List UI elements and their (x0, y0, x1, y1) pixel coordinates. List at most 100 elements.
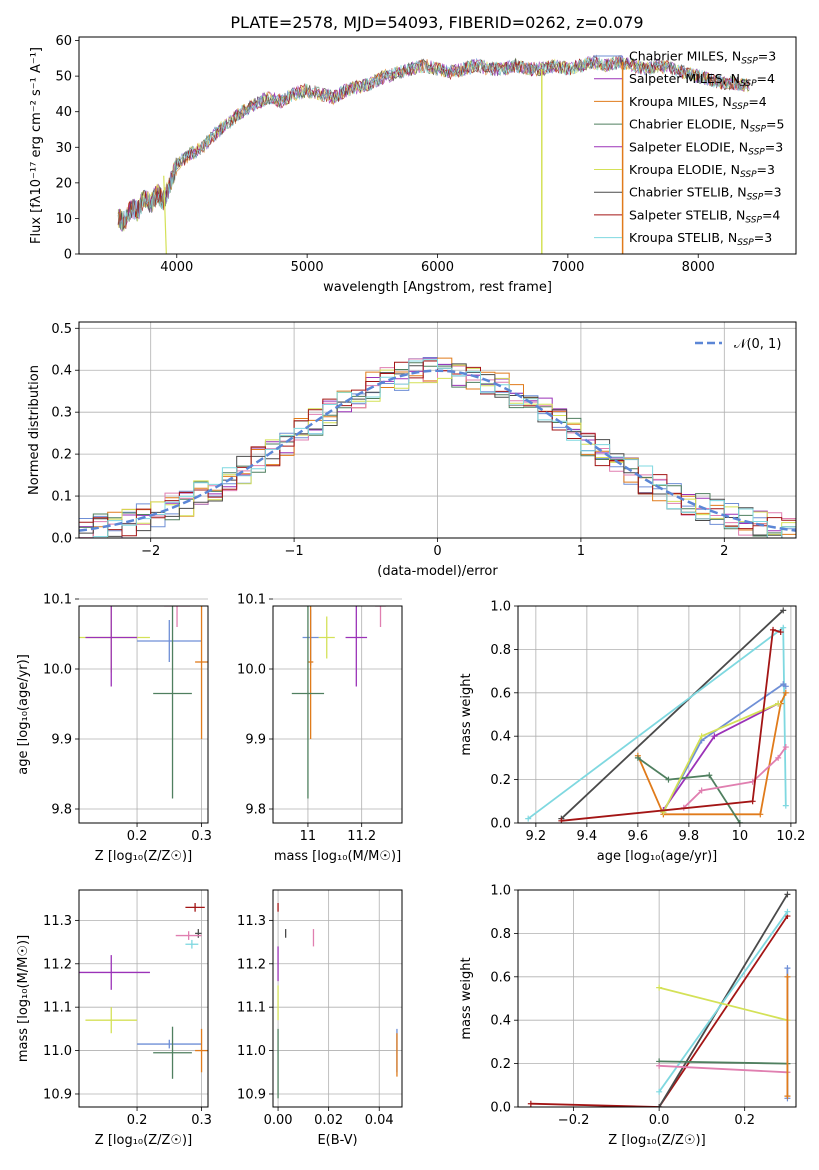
mass_weight_vs_Z-ytick-label: 0.0 (490, 1101, 511, 1116)
mass_weight_vs_age-marker-6-1 (698, 733, 705, 740)
residuals-xtick-label: 2 (720, 544, 728, 559)
mass_weight_vs_age-marker-4-4 (782, 689, 789, 696)
age_vs_Z-frame (78, 605, 209, 824)
residuals-ytick-label: 0.2 (51, 448, 72, 463)
mass_weight_vs_age-series-5 (637, 757, 741, 823)
residuals-xtick-label: 1 (577, 544, 585, 559)
mass_weight_vs_age-marker-7-4 (782, 744, 789, 751)
mass_vs_Z-xtick-label: 0.3 (191, 1113, 212, 1128)
mass_weight_vs_Z-xlabel: Z [log₁₀(Z/Z☉)] (608, 1133, 705, 1148)
mass_vs_Z-ytick-label: 11.3 (43, 914, 72, 929)
spectrum-line-8 (117, 55, 750, 231)
mass_weight_vs_Z-series-3 (658, 986, 788, 1022)
mass_weight_vs_age-xtick-label: 9.6 (628, 829, 649, 844)
mass_weight_vs_age-marker-1-0 (525, 815, 532, 822)
mass_weight_vs_age-frame (517, 605, 797, 824)
legend-label-3: Chabrier ELODIE, NSSP=5 (629, 117, 784, 135)
legend-label-2: Kroupa MILES, NSSP=4 (629, 94, 767, 112)
mass_weight_vs_Z-marker-2-1 (784, 908, 791, 915)
mass_weight_vs_Z-ytick-label: 0.8 (490, 927, 511, 942)
age_vs_Z-xlabel: Z [log₁₀(Z/Z☉)] (95, 849, 192, 864)
spectrum-xtick-label: 8000 (682, 260, 715, 275)
mass_weight_vs_age-plot-area (525, 607, 789, 823)
mass_weight_vs_age-series-0 (560, 609, 784, 820)
mass_vs_Z-ytick-label: 10.9 (43, 1087, 72, 1102)
mass_weight_vs_age-series-8 (561, 628, 781, 822)
mass_weight_vs_age-ytick-label: 1.0 (490, 600, 511, 615)
age_vs_Z-xtick-label: 0.2 (127, 829, 148, 844)
mass_vs_EBV-xtick-label: 0.02 (314, 1113, 343, 1128)
mass_weight_vs_Z-marker-0-0 (527, 1100, 534, 1107)
mass_vs_Z-ytick-label: 11.0 (43, 1044, 72, 1059)
mass_vs_Z-ytick-label: 11.2 (43, 957, 72, 972)
mass_vs_EBV-ytick-label: 10.9 (237, 1087, 266, 1102)
mass_weight_vs_age-marker-7-1 (698, 787, 705, 794)
mass_weight_vs_Z-axes: −0.2 0.0 0.2 0.0 0.2 0.4 0.6 0.8 1.0 Z [log₁₀(Z/Z… (459, 884, 797, 1148)
mass_weight_vs_age-ytick-label: 0.8 (490, 643, 511, 658)
mass_weight_vs_age-series-2 (662, 682, 787, 813)
mass_vs_Z-ytick-label: 11.1 (43, 1001, 72, 1016)
spectrum-ytick-label: 40 (55, 105, 72, 120)
age_vs_mass-axes: 11 11.2 9.8 9.9 10.0 10.1 mass [log₁₀(M/M☉)] (237, 593, 403, 864)
age_vs_mass-plot-area (291, 606, 386, 799)
mass_vs_EBV-axes: 0.00 0.02 0.04 10.9 11.0 11.1 11.2 11.3 E(B-V) (237, 889, 403, 1148)
mass_weight_vs_age-marker-8-2 (770, 626, 777, 633)
mass_weight_vs_age-xtick-label: 9.2 (526, 829, 547, 844)
age_vs_mass-xtick-label: 11 (300, 829, 317, 844)
spectrum-ytick-label: 30 (55, 141, 72, 156)
mass_weight_vs_Z-ytick-label: 0.4 (490, 1014, 511, 1029)
residuals-ytick-label: 0.1 (51, 490, 72, 505)
mass_vs_Z-xtick-label: 0.2 (127, 1113, 148, 1128)
age_vs_Z-plot-area (79, 606, 208, 799)
spectrum-xtick-label: 4000 (160, 260, 193, 275)
spectrum-axes: 4000 5000 6000 7000 8000 0 10 20 30 40 50 60 wavelen… (29, 34, 797, 295)
mass_weight_vs_age-marker-8-3 (777, 629, 784, 636)
spectrum-frame (78, 36, 797, 255)
spectrum-ytick-label: 60 (55, 34, 72, 49)
mass_vs_EBV-xtick-label: 0.00 (264, 1113, 293, 1128)
residuals-axes: −2 −1 0 1 2 0.0 0.1 0.2 0.3 0.4 0.5 (data-model)/er… (27, 321, 797, 579)
age_vs_mass-ytick-label: 10.1 (237, 593, 266, 608)
gaussian-legend-label: 𝒩(0, 1) (734, 337, 781, 352)
mass_weight_vs_Z-marker-7-0 (784, 973, 791, 980)
mass_weight_vs_Z-xtick-label: −0.2 (558, 1113, 590, 1128)
age_vs_Z-ytick-label: 10.0 (43, 663, 72, 678)
mass_weight_vs_Z-plot-area (527, 891, 791, 1107)
mass_vs_EBV-xtick-label: 0.04 (365, 1113, 394, 1128)
mass_weight_vs_age-xtick-label: 10 (732, 829, 749, 844)
age_vs_Z-axes: 0.2 0.3 9.8 9.9 10.0 10.1 Z [log₁₀(Z/Z☉)] age [… (16, 593, 212, 865)
mass_weight_vs_Z-marker-5-0 (656, 1062, 663, 1069)
mass_weight_vs_age-marker-1-1 (780, 624, 787, 631)
mass_weight_vs_age-marker-5-4 (736, 820, 743, 823)
spectrum-dropout-blue (163, 175, 167, 254)
mass_weight_vs_Z-frame (517, 889, 797, 1108)
spectrum-xtick-label: 6000 (421, 260, 454, 275)
residuals-xlabel: (data-model)/error (377, 564, 498, 579)
mass_vs_Z-axes: 0.2 0.3 10.9 11.0 11.1 11.2 11.3 Z [log₁₀(Z/Z☉)… (16, 889, 212, 1148)
legend-label-6: Chabrier STELIB, NSSP=3 (629, 185, 782, 203)
spectrum-xlabel: wavelength [Angstrom, rest frame] (323, 280, 552, 295)
mass_weight_vs_Z-series-4 (659, 1060, 788, 1065)
residuals-xtick-label: 0 (433, 544, 441, 559)
age_vs_mass-ytick-label: 9.9 (245, 733, 266, 748)
age_vs_Z-ylabel: age [log₁₀(age/yr)] (16, 654, 31, 775)
mass_weight_vs_age-marker-4-2 (757, 811, 764, 818)
mass_weight_vs_age-ytick-label: 0.2 (490, 773, 511, 788)
residuals-ytick-label: 0.0 (51, 532, 72, 547)
mass_weight_vs_age-marker-7-3 (775, 754, 782, 761)
residuals-ytick-label: 0.4 (51, 364, 72, 379)
mass_weight_vs_Z-ytick-label: 1.0 (490, 884, 511, 899)
mass_weight_vs_Z-marker-6-0 (784, 965, 791, 972)
mass_weight_vs_Z-ytick-label: 0.6 (490, 970, 511, 985)
mass_weight_vs_Z-marker-2-0 (656, 1088, 663, 1095)
mass_weight_vs_Z-marker-3-0 (656, 984, 663, 991)
mass_weight_vs_Z-series-5 (659, 1064, 788, 1074)
mass_vs_EBV-plot-area (277, 903, 398, 1099)
age_vs_Z-ytick-label: 9.9 (51, 733, 72, 748)
legend-label-0: Chabrier MILES, NSSP=3 (629, 49, 776, 67)
residuals-ylabel: Normed distribution (27, 365, 42, 495)
mass_weight_vs_age-ytick-label: 0.6 (490, 686, 511, 701)
mass_vs_Z-plot-area (79, 903, 208, 1079)
mass_vs_EBV-ytick-label: 11.2 (237, 957, 266, 972)
